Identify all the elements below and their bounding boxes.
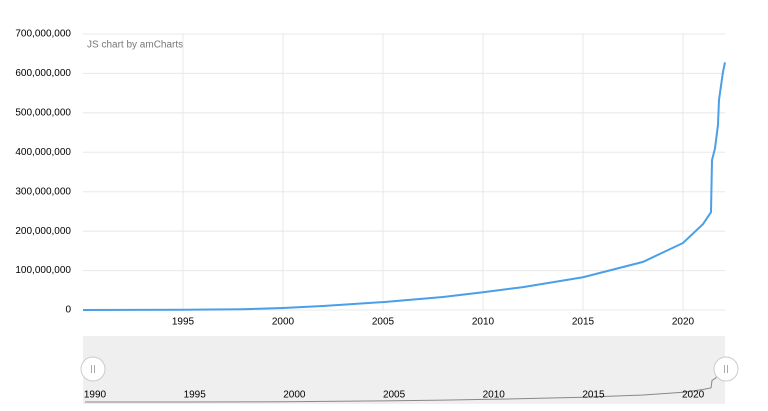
x-tick-label: 2010 (472, 317, 495, 328)
scrollbar-handle[interactable] (713, 356, 739, 382)
y-tick-label: 600,000,000 (15, 68, 71, 79)
chart-credit: JS chart by amCharts (87, 40, 183, 51)
scrollbar-track[interactable] (83, 336, 725, 404)
y-tick-label: 200,000,000 (15, 226, 71, 237)
y-tick-label: 100,000,000 (15, 265, 71, 276)
scrollbar-tick-label: 2020 (682, 390, 705, 401)
scrollbar-tick-label: 2005 (383, 390, 406, 401)
x-tick-label: 1995 (172, 317, 195, 328)
scrollbar-tick-label: 2015 (582, 390, 605, 401)
x-tick-label: 2005 (372, 317, 395, 328)
x-tick-label: 2020 (672, 317, 695, 328)
x-tick-label: 2015 (572, 317, 595, 328)
x-tick-label: 2000 (272, 317, 295, 328)
y-tick-label: 300,000,000 (15, 186, 71, 197)
scrollbar-tick-label: 2010 (483, 390, 506, 401)
data-line (82, 62, 726, 311)
y-tick-label: 400,000,000 (15, 147, 71, 158)
y-tick-label: 500,000,000 (15, 107, 71, 118)
scrollbar-tick-label: 1990 (84, 390, 107, 401)
scrollbar-handle[interactable] (80, 356, 106, 382)
scrollbar-tick-label: 1995 (184, 390, 207, 401)
y-tick-label: 0 (65, 305, 71, 316)
scrollbar-tick-label: 2000 (283, 390, 306, 401)
y-tick-label: 700,000,000 (15, 29, 71, 40)
